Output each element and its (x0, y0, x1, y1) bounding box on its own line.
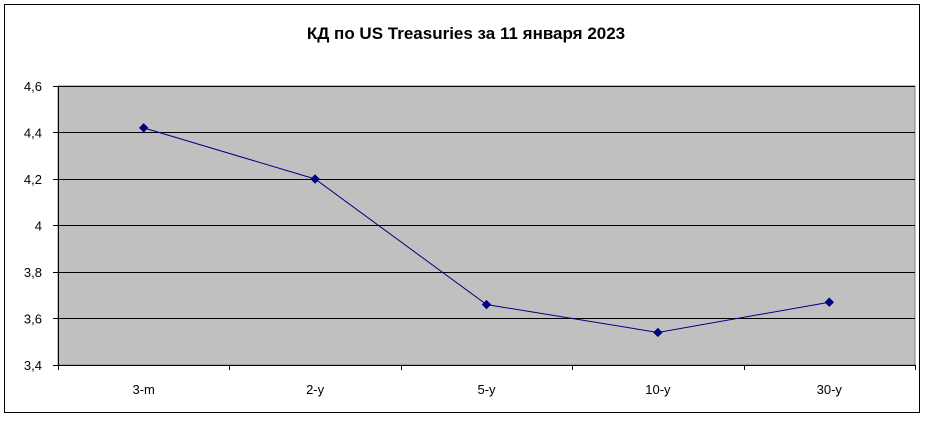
data-point-marker (824, 297, 835, 307)
data-point-marker (310, 174, 320, 184)
data-point-marker (138, 123, 149, 133)
plot-area: 3,4 3,6 3,8 4 4,2 4,4 4,6 3-m 2-y 5-y 10-y 30-y (24, 79, 916, 397)
y-tick-label: 3,4 (24, 358, 42, 373)
x-tick-label: 2-y (306, 382, 325, 397)
data-point-marker (481, 299, 492, 310)
x-tick-label: 5-y (477, 382, 496, 397)
y-tick-label: 4 (35, 219, 42, 234)
y-tick-label: 4,2 (24, 172, 42, 187)
data-point-marker (653, 327, 663, 338)
y-tick-label: 4,6 (24, 79, 42, 94)
chart-title: КД по US Treasuries за 11 января 2023 (307, 24, 625, 43)
y-tick-label: 3,8 (24, 265, 42, 280)
y-tick-label: 4,4 (24, 126, 42, 141)
y-tick-label: 3,6 (24, 312, 42, 327)
x-tick-label: 10-y (645, 382, 671, 397)
x-tick-label: 30-y (817, 382, 843, 397)
x-tick-label: 3-m (133, 382, 155, 397)
